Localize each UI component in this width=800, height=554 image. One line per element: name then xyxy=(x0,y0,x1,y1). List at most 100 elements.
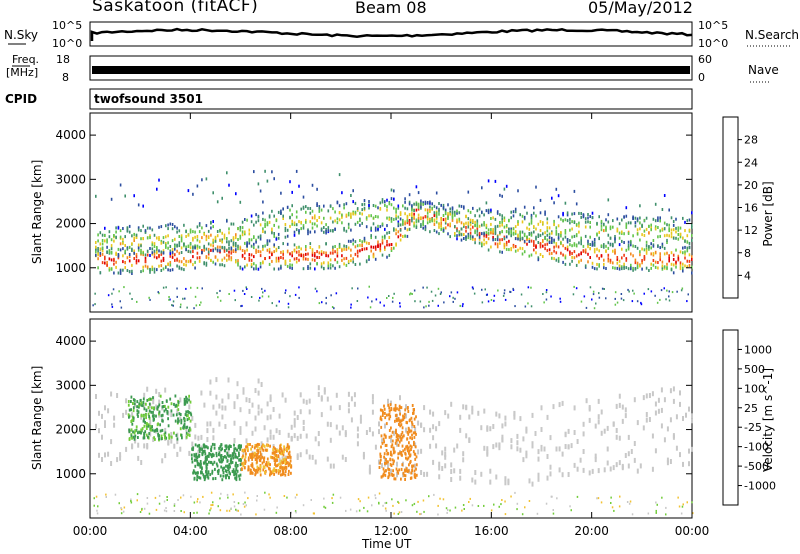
power-cell xyxy=(216,258,219,262)
power-cell xyxy=(679,232,682,236)
power-cell xyxy=(501,223,503,227)
velocity-cell xyxy=(177,400,180,404)
power-cell xyxy=(239,225,242,229)
velocity-cell xyxy=(254,469,256,473)
velocity-cell xyxy=(186,433,189,437)
power-cell xyxy=(372,216,375,220)
power-cell xyxy=(657,261,659,264)
velocity-cell xyxy=(139,511,142,513)
power-cell xyxy=(241,267,244,271)
velocity-cell xyxy=(207,454,210,458)
power-cell xyxy=(589,225,591,229)
velocity-cell xyxy=(262,448,265,452)
power-cell xyxy=(314,267,316,271)
power-cell xyxy=(493,294,496,297)
power-cell xyxy=(603,245,605,249)
velocity-cell xyxy=(679,401,681,407)
velocity-cell xyxy=(159,429,162,433)
power-cell xyxy=(363,206,366,210)
velocity-cell xyxy=(406,449,409,453)
power-cell xyxy=(356,244,359,248)
power-cell xyxy=(282,250,284,254)
power-cell xyxy=(239,228,242,232)
velocity-cell xyxy=(217,468,220,472)
power-cell xyxy=(128,259,131,263)
power-cell xyxy=(668,295,670,298)
power-cell xyxy=(514,231,517,235)
power-cell xyxy=(483,213,485,217)
power-cell xyxy=(535,237,537,241)
velocity-cell xyxy=(378,459,380,465)
power-cell xyxy=(386,243,388,247)
power-cell xyxy=(388,231,391,234)
power-cell xyxy=(440,203,442,207)
velocity-cell xyxy=(158,392,161,397)
power-cell xyxy=(190,286,192,289)
power-cell xyxy=(171,250,174,254)
power-cell xyxy=(503,237,506,241)
velocity-cell xyxy=(179,446,182,452)
velocity-cell xyxy=(114,493,117,496)
power-cell xyxy=(584,217,587,221)
velocity-cell xyxy=(186,425,189,429)
power-cell xyxy=(621,230,623,234)
power-cell xyxy=(205,234,208,238)
power-cell xyxy=(424,226,427,230)
velocity-cell xyxy=(221,398,224,404)
velocity-cell xyxy=(130,420,133,423)
velocity-cell xyxy=(383,452,386,456)
velocity-cell xyxy=(390,406,393,410)
power-cell xyxy=(334,245,336,248)
velocity-cell xyxy=(247,468,250,472)
power-cell xyxy=(661,260,664,264)
velocity-cell xyxy=(636,420,639,426)
velocity-cell xyxy=(630,449,633,454)
velocity-cell xyxy=(657,397,660,403)
power-cell xyxy=(352,189,354,193)
colorbar-tick-label: 500 xyxy=(744,363,765,376)
velocity-cell xyxy=(98,428,100,434)
power-cell xyxy=(639,204,641,208)
velocity-cell xyxy=(444,463,447,469)
velocity-cell xyxy=(130,498,132,501)
power-cell xyxy=(372,204,375,207)
power-cell xyxy=(677,256,680,260)
velocity-cell xyxy=(142,401,145,404)
power-cell xyxy=(397,230,400,234)
velocity-cell xyxy=(422,499,425,502)
power-cell xyxy=(688,259,691,263)
velocity-cell xyxy=(221,414,224,420)
power-cell xyxy=(178,241,181,245)
velocity-cell xyxy=(597,497,600,500)
velocity-cell xyxy=(384,411,386,415)
power-cell xyxy=(652,244,655,248)
power-cell xyxy=(381,222,384,226)
x-tick-label: 08:00 xyxy=(273,524,308,538)
velocity-cell xyxy=(408,449,411,453)
power-cell xyxy=(361,243,363,247)
velocity-cell xyxy=(178,412,181,416)
power-cell xyxy=(659,252,661,256)
power-cell xyxy=(165,243,167,247)
velocity-cell xyxy=(615,403,618,409)
velocity-cell xyxy=(582,449,585,454)
power-cell xyxy=(162,249,165,253)
power-cell xyxy=(469,227,472,231)
power-cell xyxy=(487,179,490,183)
power-cell xyxy=(219,249,221,253)
velocity-cell xyxy=(394,419,396,423)
power-cell xyxy=(537,258,540,262)
velocity-cell xyxy=(498,505,500,508)
power-cell xyxy=(578,260,580,264)
velocity-cell xyxy=(510,444,513,450)
velocity-cell xyxy=(132,402,134,405)
velocity-cell xyxy=(271,456,274,460)
velocity-cell xyxy=(413,452,416,456)
velocity-cell xyxy=(249,471,252,475)
power-cell xyxy=(140,248,142,252)
power-cell xyxy=(688,253,691,257)
power-cell xyxy=(420,223,422,227)
power-cell xyxy=(428,300,430,303)
power-cell xyxy=(527,302,529,305)
power-cell xyxy=(196,256,199,260)
